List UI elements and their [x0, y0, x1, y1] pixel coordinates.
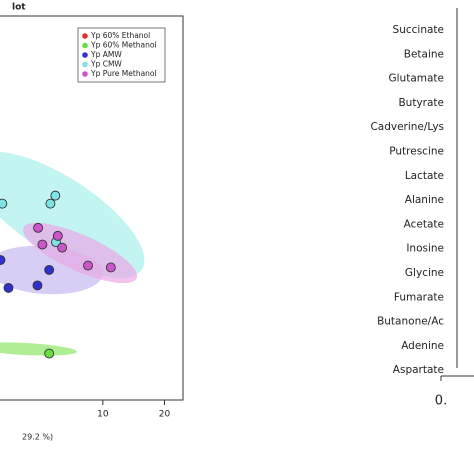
category-label: Glycine	[405, 267, 444, 279]
category-label: Putrescine	[389, 146, 444, 158]
point	[44, 348, 55, 359]
category-label: Betaine	[404, 48, 444, 60]
point	[33, 222, 44, 233]
legend-label: Yp 60% Methanol	[90, 41, 157, 50]
category-label: Butyrate	[398, 97, 444, 109]
legend-label: Yp 60% Ethanol	[90, 31, 150, 40]
category-label: Glutamate	[389, 73, 445, 85]
category-label: Adenine	[401, 340, 444, 352]
legend-swatch	[82, 71, 88, 77]
point	[32, 280, 43, 291]
category-label: Aspartate	[393, 364, 444, 376]
point	[0, 198, 8, 209]
legend-label: Yp CMW	[90, 60, 122, 69]
point	[83, 260, 93, 271]
point	[52, 230, 63, 241]
point	[50, 190, 61, 201]
x-tick-label: 10	[97, 410, 109, 420]
legend-label: Yp AMW	[90, 50, 122, 59]
category-label: Cadverine/Lys	[370, 121, 444, 133]
point	[44, 264, 55, 275]
point	[0, 255, 6, 265]
point	[105, 262, 116, 273]
category-label: Lactate	[405, 170, 444, 182]
legend-label: Yp Pure Methanol	[90, 69, 157, 78]
category-label: Acetate	[404, 218, 444, 230]
legend-swatch	[82, 61, 88, 68]
x-tick-label: 0.	[435, 394, 447, 409]
category-label: Alanine	[405, 194, 444, 206]
category-label: Succinate	[393, 24, 444, 36]
legend-swatch	[82, 42, 88, 49]
x-axis-label: 29.2 %)	[22, 433, 53, 442]
category-label: Butanone/Ac	[377, 316, 444, 328]
point	[45, 198, 56, 209]
point	[37, 239, 48, 250]
category-label: Inosine	[406, 243, 444, 255]
legend-swatch	[82, 33, 88, 39]
plot-frame	[0, 15, 184, 401]
ellipses	[0, 151, 145, 356]
m60-region	[0, 342, 77, 356]
point	[57, 242, 68, 253]
category-label: Fumarate	[394, 291, 444, 303]
x-tick-label: 20	[159, 410, 171, 420]
legend-swatch	[82, 52, 88, 58]
chart-title: lot	[12, 3, 26, 13]
legend	[77, 27, 166, 83]
point	[3, 282, 14, 293]
